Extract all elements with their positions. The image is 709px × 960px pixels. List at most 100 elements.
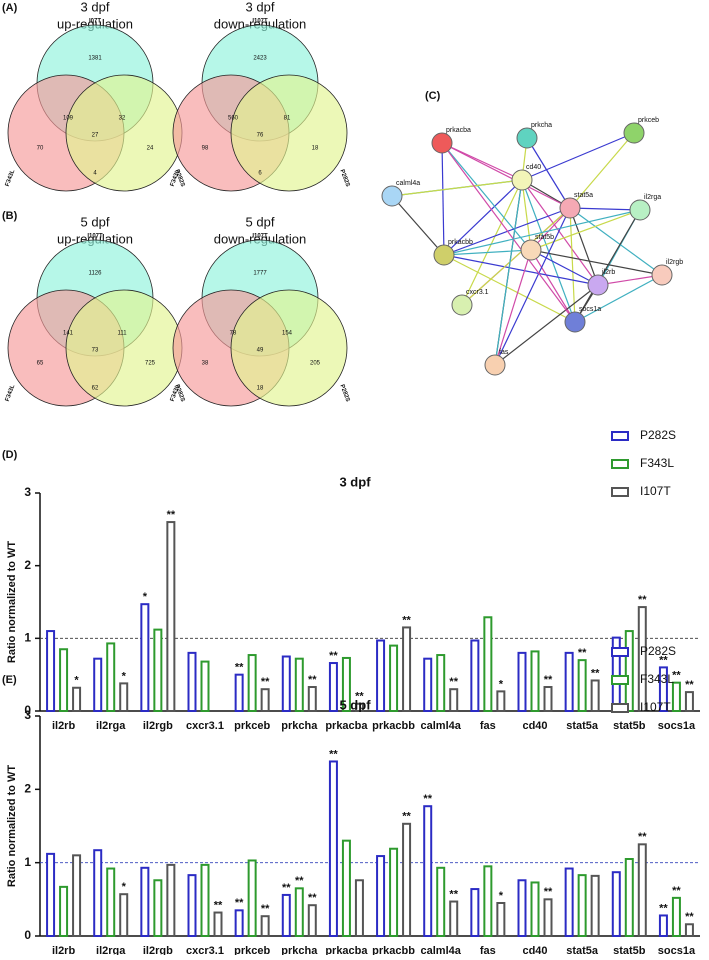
network-node: [520, 239, 542, 261]
panel-label: (E): [2, 674, 17, 686]
bar: [483, 616, 493, 713]
node-label: il2rb: [602, 269, 615, 276]
node-label: prkcha: [531, 122, 552, 129]
venn-count: 49: [257, 348, 264, 354]
bar: [389, 847, 399, 938]
node-label: cxcr3.1: [466, 289, 489, 296]
chart-title: 5 dpf: [339, 697, 371, 712]
set-label: F343L: [5, 169, 17, 188]
venn-count: 141: [63, 331, 74, 337]
venn-count: 2423: [253, 56, 267, 62]
bar: [307, 904, 317, 938]
network-edge: [521, 132, 635, 181]
bar: [637, 606, 647, 712]
x-tick-label: prkcha: [281, 720, 318, 732]
bar: [187, 651, 197, 712]
venn-title: down-regulation: [214, 16, 307, 31]
y-tick-label: 2: [24, 558, 31, 572]
node-label: socs1a: [579, 306, 601, 313]
x-tick-label: il2rb: [52, 945, 76, 955]
significance: **: [308, 674, 317, 686]
y-tick-label: 0: [24, 928, 31, 942]
x-tick-label: cd40: [522, 720, 547, 732]
bar: [637, 843, 647, 937]
bar: [260, 688, 270, 713]
venn-circle: [65, 289, 183, 407]
x-tick-label: cxcr3.1: [186, 720, 224, 732]
bar: [187, 874, 197, 938]
network-edge: [494, 207, 571, 366]
bar: [106, 642, 116, 712]
venn-count: 38: [202, 361, 209, 367]
network-edge: [443, 254, 599, 286]
node-label: stat5a: [574, 192, 593, 199]
network-edge: [391, 179, 523, 197]
legend-swatch: [611, 487, 629, 497]
venn-title: 5 dpf: [246, 214, 275, 229]
venn-count: 1381: [88, 56, 102, 62]
bar: [564, 867, 574, 937]
x-tick-label: il2rga: [96, 720, 126, 732]
bar: [658, 914, 668, 938]
significance: *: [122, 881, 127, 893]
bar: [281, 893, 291, 938]
venn-circle: [230, 74, 348, 192]
bar: [247, 859, 257, 938]
x-tick-label: socs1a: [658, 720, 696, 732]
bar: [402, 626, 412, 713]
bar: [624, 630, 634, 712]
network-node: [451, 294, 473, 316]
network-edge: [441, 142, 576, 323]
bar: [153, 628, 163, 713]
bar: [294, 657, 304, 712]
set-label: P282S: [174, 384, 186, 403]
bar: [658, 666, 668, 713]
bar: [213, 911, 223, 937]
significance: **: [659, 902, 668, 914]
significance: **: [423, 793, 432, 805]
bar: [46, 852, 56, 937]
node-label: cd40: [526, 164, 541, 171]
significance: **: [685, 911, 694, 923]
network-edge: [494, 249, 532, 366]
venn-count: 81: [284, 116, 291, 122]
bar: [624, 858, 634, 937]
significance: **: [282, 882, 291, 894]
network-node: [516, 127, 538, 149]
bar: [611, 871, 621, 938]
bar: [543, 686, 553, 713]
legend-swatch: [611, 459, 629, 469]
bar: [281, 655, 291, 712]
panel-label: (B): [2, 210, 18, 222]
significance: *: [499, 890, 504, 902]
y-tick-label: 3: [24, 708, 31, 722]
network-edge: [441, 142, 571, 209]
venn-title: down-regulation: [214, 231, 307, 246]
significance: **: [544, 886, 553, 898]
legend-swatch: [611, 431, 629, 441]
node-label: prkacba: [446, 127, 471, 134]
significance: **: [261, 676, 270, 688]
y-tick-label: 1: [24, 631, 31, 645]
legend-label: F343L: [640, 672, 674, 686]
significance: **: [355, 691, 364, 703]
bar: [234, 673, 244, 713]
significance: **: [449, 888, 458, 900]
network-edge: [569, 207, 663, 276]
bar: [684, 923, 694, 937]
x-tick-label: stat5a: [566, 945, 599, 955]
significance: *: [122, 670, 127, 682]
network-node: [381, 185, 403, 207]
network-edge: [530, 249, 663, 276]
bar: [470, 639, 480, 712]
network-node: [623, 122, 645, 144]
significance: *: [143, 591, 148, 603]
y-tick-label: 2: [24, 782, 31, 796]
bar: [483, 865, 493, 937]
x-tick-label: socs1a: [658, 945, 696, 955]
y-tick-label: 0: [24, 703, 31, 717]
significance: **: [167, 509, 176, 521]
set-label: I107T: [252, 234, 268, 240]
bar: [577, 659, 587, 713]
